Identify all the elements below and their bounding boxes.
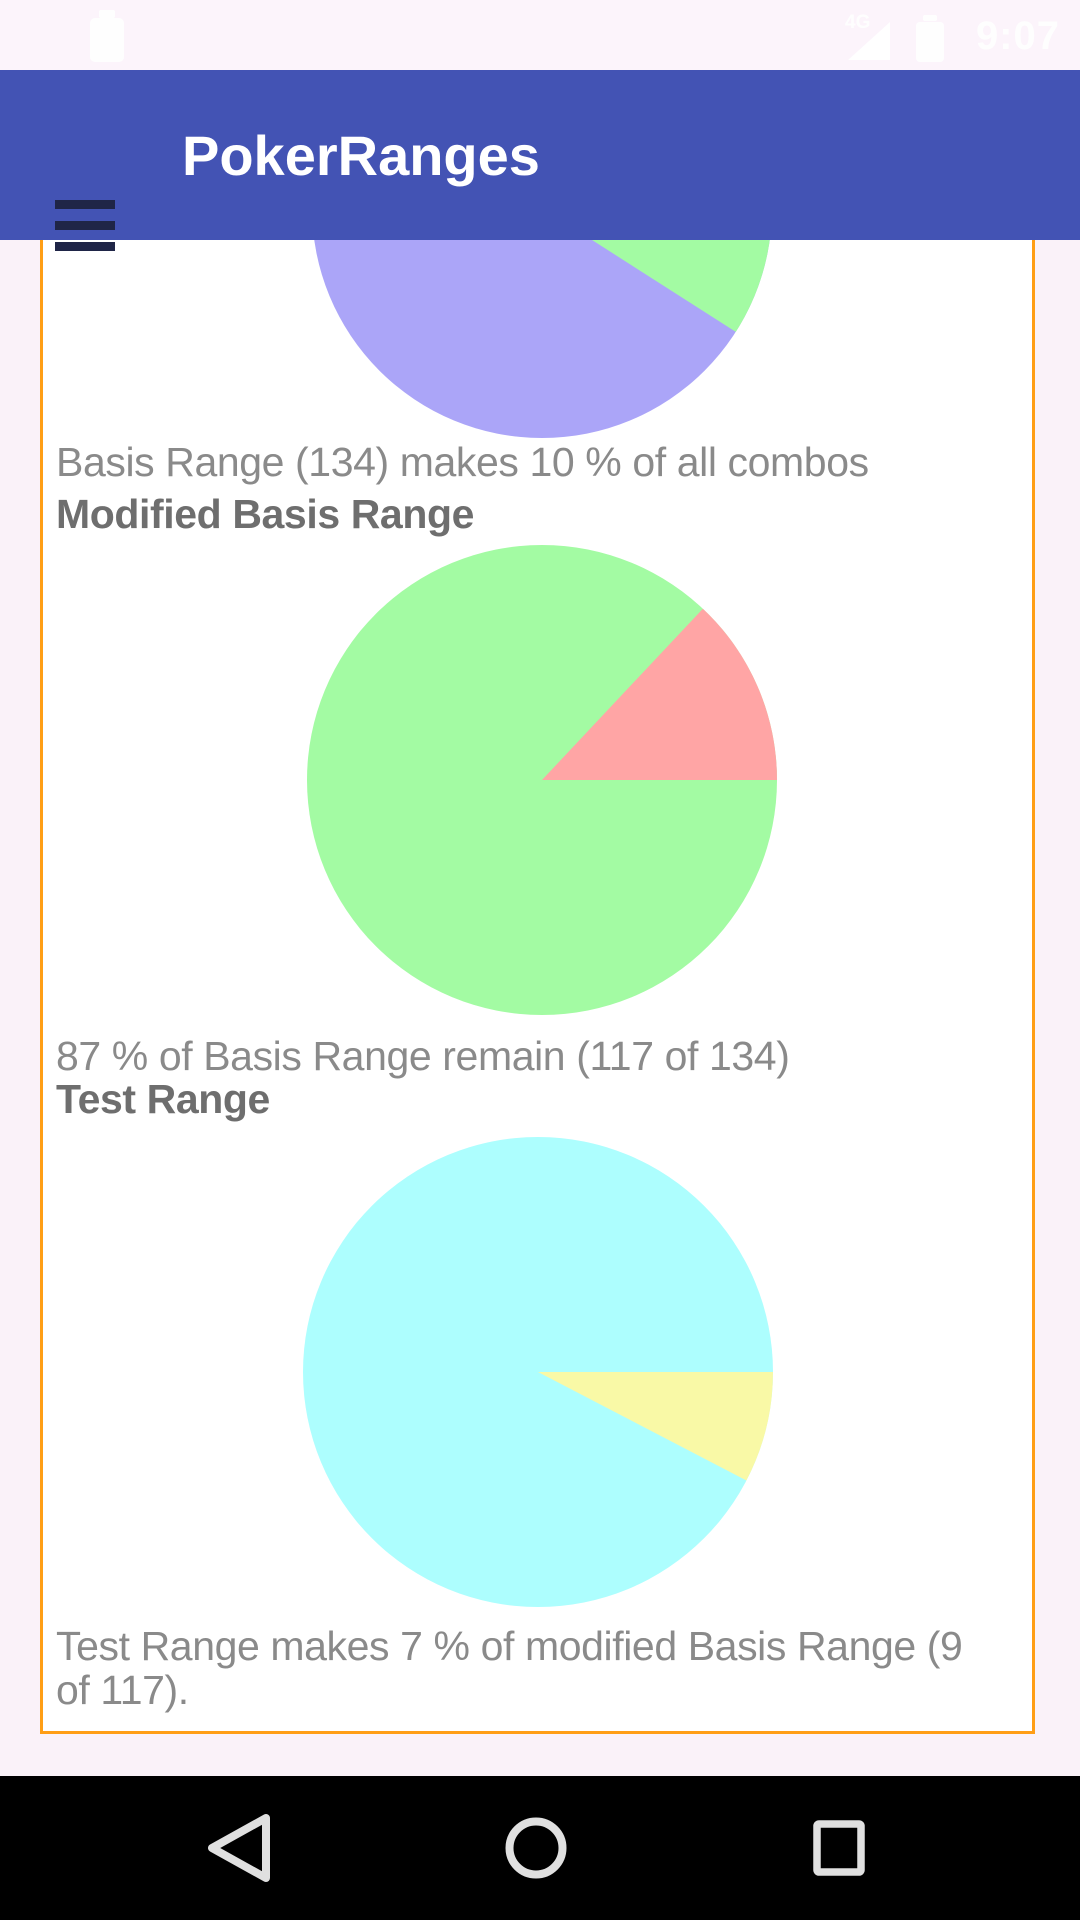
heading-test-range: Test Range: [56, 1076, 270, 1122]
navigation-bar: [0, 1776, 1080, 1920]
status-clock: 9:07: [975, 14, 1060, 58]
notification-icon: [90, 10, 124, 62]
heading-modified-basis-range: Modified Basis Range: [56, 491, 475, 537]
back-triangle-icon: [208, 1814, 270, 1882]
caption-test-range: Test Range makes 7 % of modified Basis R…: [56, 1623, 963, 1713]
recents-square-icon: [813, 1820, 865, 1876]
app-bar: PokerRanges: [0, 70, 1080, 251]
navigation-icons: [208, 1814, 865, 1882]
pie-test-range: [303, 1137, 773, 1607]
back-button[interactable]: [208, 1814, 270, 1882]
app-title: PokerRanges: [182, 123, 540, 187]
recents-button[interactable]: [813, 1820, 865, 1876]
home-button[interactable]: [505, 1817, 567, 1879]
pie-modified-basis-range: [307, 545, 777, 1015]
hamburger-menu-icon[interactable]: [55, 200, 115, 254]
battery-icon: [916, 15, 944, 62]
signal-icon: [848, 22, 890, 60]
caption-modified-basis-range: 87 % of Basis Range remain (117 of 134): [56, 1033, 790, 1079]
network-type-label: 4G: [845, 12, 871, 33]
caption-basis-range: Basis Range (134) makes 10 % of all comb…: [56, 439, 869, 485]
status-bar: 4G 9:07: [0, 0, 1080, 70]
home-circle-icon: [505, 1817, 567, 1879]
